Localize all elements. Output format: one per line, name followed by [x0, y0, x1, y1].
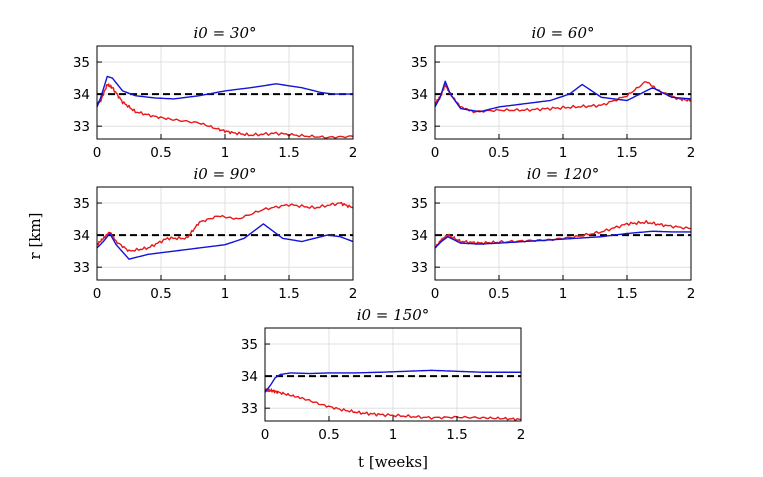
grid	[434, 46, 692, 139]
x-tick-label: 0	[431, 145, 440, 161]
grid	[264, 328, 522, 421]
series-red-line	[264, 388, 522, 422]
y-tick-label: 33	[73, 119, 90, 135]
x-tick-label: 2	[687, 145, 696, 161]
panel-title: i0 = 150°	[357, 306, 430, 324]
y-tick-label: 35	[411, 55, 428, 71]
series-red-line	[434, 219, 692, 249]
grid	[434, 187, 692, 280]
series-blue-line	[96, 223, 354, 260]
x-tick-label: 0	[93, 286, 102, 302]
panel-i0-60: 0 0.5 1 1.5 2 33 34 35 i0 = 60°	[411, 24, 695, 161]
y-tick-label: 33	[411, 260, 428, 276]
series-blue-line	[434, 80, 692, 113]
panel-title: i0 = 60°	[531, 24, 594, 42]
y-axis-label: r [km]	[26, 213, 44, 260]
y-tick-label: 34	[73, 87, 90, 103]
y-tick-label: 33	[411, 119, 428, 135]
y-tick-label: 35	[411, 196, 428, 212]
x-tick-label: 0	[431, 286, 440, 302]
y-tick-label: 35	[73, 196, 90, 212]
panel-i0-30: 0 0.5 1 1.5 2 33 34 35 i0 = 30°	[73, 24, 357, 161]
x-tick-label: 1.5	[446, 427, 467, 443]
y-tick-label: 34	[411, 228, 428, 244]
x-tick-label: 2	[687, 286, 696, 302]
x-tick-label: 0.5	[318, 427, 339, 443]
x-tick-label: 0.5	[488, 286, 509, 302]
grid	[96, 46, 354, 139]
panel-title: i0 = 30°	[193, 24, 256, 42]
y-tick-label: 34	[241, 369, 258, 385]
x-tick-label: 2	[349, 145, 358, 161]
x-tick-label: 1	[389, 427, 398, 443]
y-tick-label: 35	[73, 55, 90, 71]
series-blue-line	[96, 75, 353, 108]
x-tick-label: 1.5	[616, 286, 637, 302]
x-tick-label: 2	[517, 427, 526, 443]
x-tick-label: 0	[261, 427, 270, 443]
panel-title: i0 = 120°	[527, 165, 600, 183]
x-tick-label: 1	[559, 145, 568, 161]
x-tick-label: 2	[349, 286, 358, 302]
y-tick-label: 35	[241, 337, 258, 353]
x-tick-label: 1	[221, 286, 230, 302]
x-tick-label: 1	[559, 286, 568, 302]
x-tick-label: 1.5	[278, 286, 299, 302]
x-tick-label: 1.5	[278, 145, 299, 161]
series-blue-line	[434, 230, 691, 249]
y-tick-label: 34	[73, 228, 90, 244]
y-tick-label: 34	[411, 87, 428, 103]
x-tick-label: 0.5	[488, 145, 509, 161]
series-red-line	[96, 201, 354, 253]
x-tick-label: 0.5	[150, 286, 171, 302]
x-tick-label: 1	[221, 145, 230, 161]
y-tick-label: 33	[241, 401, 258, 417]
x-tick-label: 0.5	[150, 145, 171, 161]
x-tick-label: 0	[93, 145, 102, 161]
x-axis-label: t [weeks]	[358, 453, 428, 471]
series-blue-line	[264, 369, 521, 393]
panel-i0-150: 0 0.5 1 1.5 2 33 34 35 i0 = 150°	[241, 306, 525, 443]
series-red-line	[434, 81, 692, 114]
x-tick-label: 1.5	[616, 145, 637, 161]
panel-i0-120: 0 0.5 1 1.5 2 33 34 35 i0 = 120°	[411, 165, 695, 302]
y-tick-label: 33	[73, 260, 90, 276]
grid	[96, 187, 354, 280]
panel-title: i0 = 90°	[193, 165, 256, 183]
panel-i0-90: 0 0.5 1 1.5 2 33 34 35 i0 = 90°	[73, 165, 357, 302]
